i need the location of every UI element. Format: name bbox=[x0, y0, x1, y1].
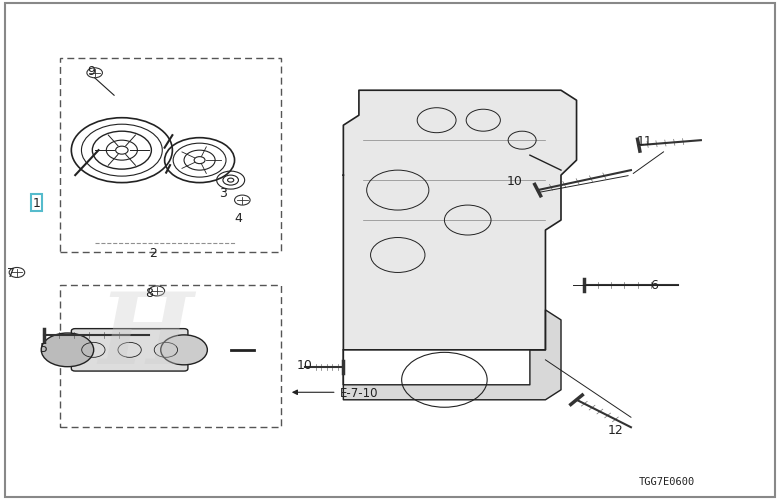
Circle shape bbox=[161, 335, 207, 365]
Text: 10: 10 bbox=[506, 174, 523, 187]
FancyBboxPatch shape bbox=[71, 329, 188, 371]
Text: 7: 7 bbox=[8, 267, 16, 280]
Text: 8: 8 bbox=[145, 287, 153, 299]
Text: 1: 1 bbox=[33, 197, 41, 209]
Text: 2: 2 bbox=[149, 246, 157, 260]
Text: E-7-10: E-7-10 bbox=[293, 386, 378, 399]
Text: 4: 4 bbox=[235, 211, 243, 224]
Polygon shape bbox=[343, 91, 576, 350]
Text: 11: 11 bbox=[637, 134, 653, 147]
Text: TGG7E0600: TGG7E0600 bbox=[639, 475, 695, 485]
Text: 3: 3 bbox=[219, 187, 227, 200]
Text: H: H bbox=[98, 287, 193, 383]
Text: 9: 9 bbox=[87, 65, 94, 78]
Polygon shape bbox=[343, 310, 561, 400]
Text: 6: 6 bbox=[651, 279, 658, 292]
Text: 12: 12 bbox=[608, 423, 623, 436]
Text: 10: 10 bbox=[296, 359, 313, 372]
Circle shape bbox=[41, 333, 94, 367]
Text: 5: 5 bbox=[40, 341, 48, 354]
